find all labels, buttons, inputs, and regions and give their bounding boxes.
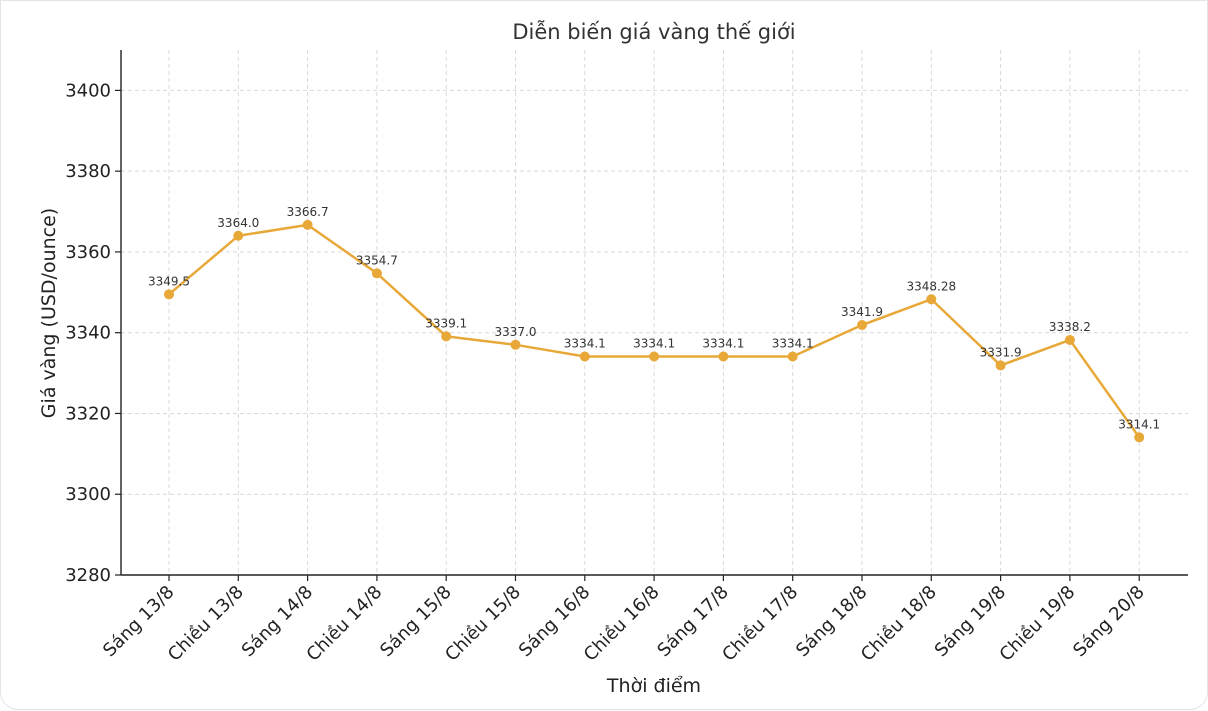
data-point	[579, 351, 590, 362]
data-label: 3364.0	[217, 216, 259, 230]
y-tick-label: 3380	[65, 161, 111, 182]
data-point	[1134, 432, 1145, 443]
data-label: 3334.1	[564, 337, 606, 351]
x-tick-label: Chiều 19/8	[996, 582, 1080, 666]
data-point	[649, 351, 660, 362]
y-tick-label: 3320	[65, 403, 111, 424]
chart-title: Diễn biến giá vàng thế giới	[512, 19, 795, 44]
x-axis-label: Thời điểm	[606, 675, 701, 697]
data-label: 3334.1	[702, 337, 744, 351]
data-labels: 3349.5 3364.0 3366.7 3354.7 3339.1 3337.0 3334…	[148, 205, 1160, 431]
series	[164, 219, 1145, 443]
data-label: 3348.28	[906, 279, 956, 293]
y-tick-label: 3280	[65, 565, 111, 586]
y-tick-label: 3340	[65, 323, 111, 344]
data-label: 3339.1	[425, 316, 467, 330]
x-tick-label: Chiều 13/8	[164, 582, 248, 666]
data-point	[302, 219, 313, 230]
x-tick-label: Sáng 20/8	[1069, 582, 1149, 662]
data-label: 3334.1	[772, 337, 814, 351]
grid	[121, 50, 1188, 575]
x-tick-label: Chiều 17/8	[718, 582, 802, 666]
data-point	[164, 289, 174, 300]
data-label: 3354.7	[356, 253, 398, 267]
data-point	[510, 339, 521, 350]
x-tick-label: Chiều 15/8	[441, 582, 525, 666]
y-axis-label: Giá vàng (USD/ounce)	[38, 208, 60, 418]
data-label: 3341.9	[841, 305, 883, 319]
y-tick-label: 3360	[65, 242, 111, 263]
data-label: 3314.1	[1118, 417, 1160, 431]
data-label: 3349.5	[148, 274, 190, 288]
data-point	[441, 331, 452, 342]
data-label: 3331.9	[980, 345, 1022, 359]
data-point	[233, 230, 244, 241]
data-point	[718, 351, 729, 362]
data-point	[857, 320, 867, 331]
x-tick-label: Chiều 14/8	[303, 582, 387, 666]
x-tick-label: Chiều 16/8	[580, 582, 664, 666]
data-label: 3338.2	[1049, 320, 1091, 334]
data-label: 3366.7	[287, 205, 329, 219]
data-label: 3334.1	[633, 337, 675, 351]
data-point	[371, 268, 382, 279]
y-tick-label: 3400	[65, 80, 111, 101]
y-tick-label: 3300	[65, 484, 111, 505]
x-tick-label: Chiều 18/8	[857, 582, 941, 666]
data-label: 3337.0	[495, 325, 537, 339]
data-point	[787, 351, 798, 362]
data-point	[1064, 334, 1075, 345]
data-point	[926, 294, 937, 305]
data-point	[995, 360, 1006, 371]
